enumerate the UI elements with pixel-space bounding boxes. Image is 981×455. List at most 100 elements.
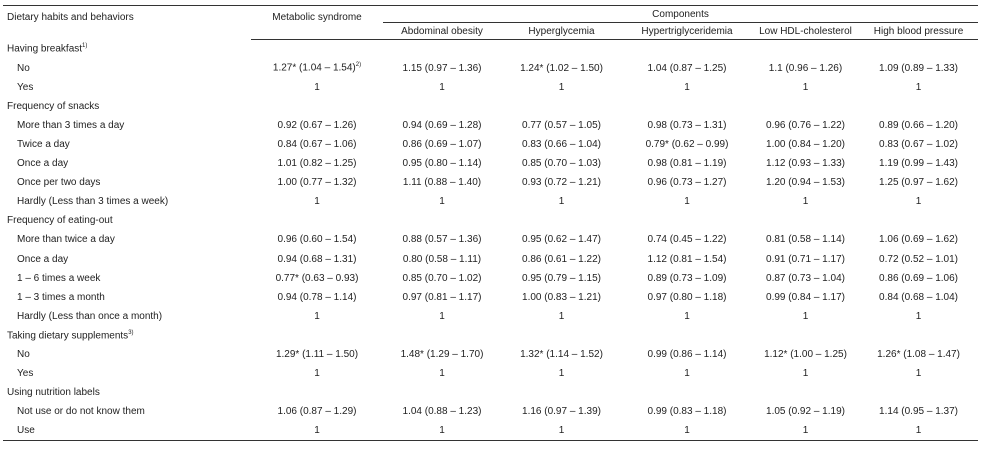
cell-hyperglycemia: 0.95 (0.62 – 1.47) bbox=[522, 234, 601, 246]
cell-high-blood-pressure: 1.19 (0.99 – 1.43) bbox=[879, 158, 958, 170]
table-row: Yes 1 1 1 1 1 1 bbox=[3, 78, 978, 97]
cell-metabolic-syndrome: 1 bbox=[251, 307, 383, 326]
empty-cell bbox=[383, 97, 501, 116]
header-abdominal-obesity: Abdominal obesity bbox=[383, 22, 501, 40]
table-row: Use 1 1 1 1 1 1 bbox=[3, 421, 979, 441]
empty-cell bbox=[752, 97, 859, 116]
empty-cell bbox=[859, 211, 978, 230]
cell-metabolic-syndrome: 0.94 (0.68 – 1.31) bbox=[251, 250, 383, 269]
cell-value: 0.94 (0.68 – 1.31) bbox=[277, 253, 357, 265]
cell-hyperglycemia: 1 bbox=[558, 81, 565, 93]
cell-hypertriglyceridemia: 0.97 (0.80 – 1.18) bbox=[647, 291, 727, 303]
cell-hypertriglyceridemia: 1.12 (0.81 – 1.54) bbox=[647, 253, 727, 265]
section-label: Using nutrition labels bbox=[3, 383, 251, 402]
section-label-text: Taking dietary supplements bbox=[7, 330, 129, 342]
cell-high-blood-pressure: 1.26* (1.08 – 1.47) bbox=[877, 349, 960, 361]
cell-hyperglycemia: 1 bbox=[501, 421, 622, 441]
cell-high-blood-pressure: 1 bbox=[859, 421, 979, 441]
empty-cell bbox=[251, 326, 383, 345]
cell-value: 1.00 (0.77 – 1.32) bbox=[277, 177, 357, 189]
table-row: No 1.27* (1.04 – 1.54)2) 1.15 (0.97 – 1.36… bbox=[3, 59, 978, 78]
table-row: No 1.29* (1.11 – 1.50) 1.48* (1.29 – 1.70)… bbox=[3, 345, 978, 364]
row-label: Yes bbox=[17, 368, 34, 380]
cell-abdominal-obesity: 1 bbox=[439, 196, 445, 208]
empty-cell bbox=[501, 211, 622, 230]
table-row: Not use or do not know them 1.06 (0.87 – … bbox=[3, 402, 978, 421]
cell-abdominal-obesity: 0.97 (0.81 – 1.17) bbox=[402, 291, 482, 303]
cell-abdominal-obesity: 0.80 (0.58 – 1.11) bbox=[402, 253, 482, 265]
cell-abdominal-obesity: 1 bbox=[383, 421, 501, 441]
cell-hypertriglyceridemia: 0.99 (0.86 – 1.14) bbox=[647, 349, 727, 361]
cell-abdominal-obesity: 1.48* (1.29 – 1.70) bbox=[400, 349, 484, 361]
section-label: Frequency of snacks bbox=[3, 97, 251, 116]
row-label: Hardly (Less than once a month) bbox=[17, 310, 163, 322]
cell-hyperglycemia: 1.24* (1.02 – 1.50) bbox=[520, 62, 603, 74]
cell-hypertriglyceridemia: 0.96 (0.73 – 1.27) bbox=[647, 177, 727, 189]
cell-value: 0.94 (0.78 – 1.14) bbox=[277, 291, 357, 303]
cell-hypertriglyceridemia: 1 bbox=[684, 368, 690, 380]
cell-low-hdl-cholesterol: 0.96 (0.76 – 1.22) bbox=[766, 119, 845, 131]
row-label: 1 – 6 times a week bbox=[17, 272, 101, 284]
table-row: 1 – 3 times a month 0.94 (0.78 – 1.14) 0.9… bbox=[3, 288, 978, 307]
cell-hyperglycemia: 0.95 (0.79 – 1.15) bbox=[522, 272, 601, 284]
header-hypertriglyceridemia: Hypertriglyceridemia bbox=[622, 22, 752, 40]
cell-low-hdl-cholesterol: 1 bbox=[802, 196, 809, 208]
cell-hypertriglyceridemia: 1 bbox=[684, 81, 690, 93]
section-row: Frequency of eating-out bbox=[3, 211, 978, 230]
empty-cell bbox=[383, 383, 501, 402]
cell-metabolic-syndrome: 0.77* (0.63 – 0.93) bbox=[251, 269, 383, 288]
cell-high-blood-pressure: 0.86 (0.69 – 1.06) bbox=[879, 272, 958, 284]
cell-high-blood-pressure: 1 bbox=[915, 310, 922, 322]
cell-hyperglycemia: 1 bbox=[558, 368, 565, 380]
empty-cell bbox=[622, 211, 752, 230]
row-label: Use bbox=[3, 421, 251, 441]
row-label: Once per two days bbox=[17, 177, 101, 189]
footnote-marker: 2) bbox=[355, 62, 362, 69]
cell-low-hdl-cholesterol: 0.87 (0.73 – 1.04) bbox=[766, 272, 845, 284]
cell-hypertriglyceridemia: 0.98 (0.81 – 1.19) bbox=[647, 158, 727, 170]
row-label: Once a day bbox=[17, 253, 69, 265]
row-label: Yes bbox=[17, 81, 34, 93]
empty-cell bbox=[251, 211, 383, 230]
header-dietary-habits: Dietary habits and behaviors bbox=[3, 5, 251, 40]
section-label: Taking dietary supplements3) bbox=[3, 326, 251, 345]
cell-high-blood-pressure: 1 bbox=[915, 368, 922, 380]
empty-cell bbox=[622, 326, 752, 345]
cell-value: 1.01 (0.82 – 1.25) bbox=[277, 158, 357, 170]
cell-value: 1 bbox=[314, 81, 320, 93]
cell-abdominal-obesity: 1 bbox=[439, 81, 445, 93]
cell-high-blood-pressure: 1 bbox=[915, 196, 922, 208]
footnote-marker: 3) bbox=[128, 329, 134, 336]
odds-ratio-table: Dietary habits and behaviors Metabolic s… bbox=[3, 5, 979, 441]
cell-value: 1.27* (1.04 – 1.54) bbox=[272, 62, 356, 74]
section-label-text: Using nutrition labels bbox=[7, 387, 100, 399]
cell-low-hdl-cholesterol: 1.00 (0.84 – 1.20) bbox=[766, 139, 845, 151]
cell-high-blood-pressure: 1 bbox=[915, 81, 922, 93]
section-label-text: Frequency of eating-out bbox=[7, 215, 113, 227]
table-row: Twice a day 0.84 (0.67 – 1.06) 0.86 (0.69 … bbox=[3, 135, 978, 154]
cell-high-blood-pressure: 0.84 (0.68 – 1.04) bbox=[879, 291, 958, 303]
cell-metabolic-syndrome: 0.96 (0.60 – 1.54) bbox=[251, 230, 383, 249]
empty-cell bbox=[622, 97, 752, 116]
empty-cell bbox=[859, 326, 978, 345]
cell-metabolic-syndrome: 1 bbox=[251, 421, 383, 441]
empty-cell bbox=[859, 97, 978, 116]
cell-low-hdl-cholesterol: 1 bbox=[802, 368, 809, 380]
empty-cell bbox=[251, 97, 383, 116]
table-row: Once per two days 1.00 (0.77 – 1.32) 1.11 … bbox=[3, 173, 978, 192]
cell-hypertriglyceridemia: 1 bbox=[684, 310, 690, 322]
row-label: Twice a day bbox=[17, 139, 70, 151]
row-label: Once a day bbox=[17, 158, 69, 170]
header-metabolic-syndrome: Metabolic syndrome bbox=[251, 5, 383, 40]
header-low-hdl-cholesterol: Low HDL-cholesterol bbox=[752, 22, 859, 40]
cell-high-blood-pressure: 1.14 (0.95 – 1.37) bbox=[879, 406, 958, 418]
cell-low-hdl-cholesterol: 0.81 (0.58 – 1.14) bbox=[766, 234, 845, 246]
row-label: Hardly (Less than 3 times a week) bbox=[17, 196, 169, 208]
header-row-1: Dietary habits and behaviors Metabolic s… bbox=[3, 5, 979, 40]
section-row: Having breakfast1) bbox=[3, 40, 978, 59]
header-row-2: Abdominal obesity Hyperglycemia Hypertri… bbox=[3, 22, 979, 40]
cell-value: 1.29* (1.11 – 1.50) bbox=[275, 349, 359, 361]
footnote-marker: 1) bbox=[82, 43, 88, 50]
section-row: Taking dietary supplements3) bbox=[3, 326, 978, 345]
cell-metabolic-syndrome: 1 bbox=[251, 192, 383, 211]
